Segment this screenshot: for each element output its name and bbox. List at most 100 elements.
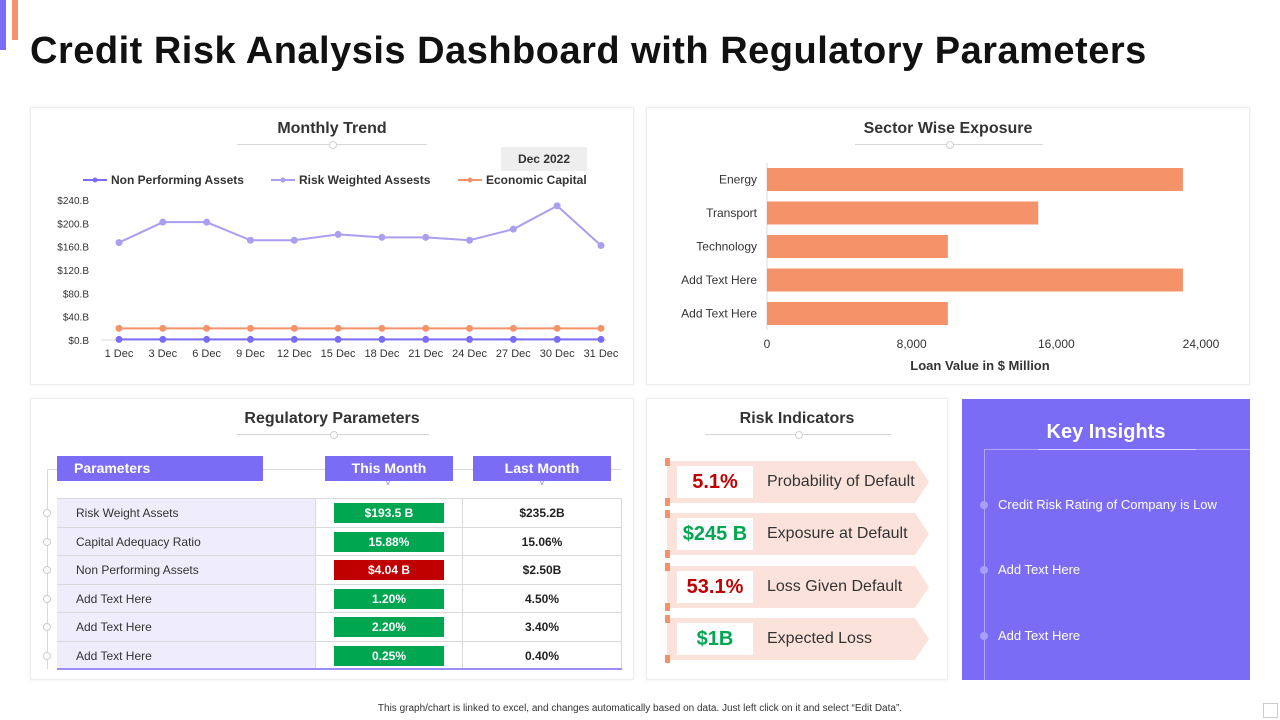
category-label: Transport: [706, 206, 758, 220]
data-point: [159, 218, 167, 226]
corner-box: [1263, 703, 1278, 718]
this-month-cell: 2.20%: [315, 613, 463, 641]
y-tick-label: $40.B: [63, 313, 89, 324]
x-tick-label: 16,000: [1038, 337, 1075, 351]
data-point: [466, 236, 474, 244]
legend-marker: [467, 177, 473, 183]
data-point: [246, 324, 254, 332]
row-marker-icon: [43, 594, 51, 603]
table-row: Add Text Here 2.20% 3.40%: [43, 612, 622, 641]
table-row: Add Text Here 1.20% 4.50%: [43, 583, 622, 613]
table-row: Add Text Here 0.25% 0.40%: [43, 640, 622, 670]
risk-label: Expected Loss: [767, 630, 872, 647]
data-point: [246, 236, 254, 244]
date-tag[interactable]: Dec 2022: [501, 147, 587, 171]
y-tick-label: $240.B: [57, 196, 89, 207]
data-point: [509, 324, 517, 332]
risk-value: $1B: [677, 623, 753, 655]
this-month-value: 1.20%: [334, 588, 444, 609]
accent-bar-orange: [12, 0, 18, 40]
row-marker-icon: [43, 537, 51, 546]
last-month-value: $2.50B: [463, 556, 622, 584]
data-point: [159, 324, 167, 332]
risk-value: $245 B: [677, 518, 753, 550]
this-month-cell: 15.88%: [315, 527, 463, 556]
y-tick-label: $120.B: [57, 266, 89, 277]
accent-notch: [665, 615, 670, 623]
legend-marker: [280, 177, 286, 183]
accent-notch: [665, 563, 670, 571]
key-insights-panel: Key Insights Credit Risk Rating of Compa…: [962, 399, 1250, 680]
risk-indicator-item: 5.1% Probability of Default: [665, 458, 929, 506]
bar: [767, 168, 1183, 191]
row-marker-icon: [43, 509, 51, 517]
table-row: Non Performing Assets $4.04 B $2.50B: [43, 555, 622, 584]
page-title: Credit Risk Analysis Dashboard with Regu…: [30, 30, 1147, 72]
parameter-name: Non Performing Assets: [57, 556, 315, 584]
header-parameters: Parameters: [57, 456, 263, 481]
monthly-trend-title: Monthly Trend: [277, 120, 387, 137]
last-month-value: 4.50%: [463, 584, 622, 613]
bullet-dot-icon: [980, 501, 988, 509]
risk-indicator-item: 53.1% Loss Given Default: [665, 563, 929, 611]
bar: [767, 302, 948, 325]
insight-item: Add Text Here: [998, 628, 1081, 643]
bullet-dot-icon: [980, 566, 988, 574]
row-marker-icon: [43, 651, 51, 660]
this-month-value: $4.04 B: [334, 560, 444, 581]
accent-notch: [665, 550, 670, 558]
parameter-name: Risk Weight Assets: [57, 499, 315, 527]
row-marker-icon: [43, 566, 51, 575]
key-insights-title: Key Insights: [1046, 421, 1166, 443]
data-point: [290, 236, 298, 244]
header-this-month: This Month: [325, 456, 453, 481]
parameter-name: Capital Adequacy Ratio: [57, 527, 315, 556]
data-point: [115, 239, 123, 247]
insight-item: Credit Risk Rating of Company is Low: [998, 497, 1217, 512]
this-month-cell: 1.20%: [315, 584, 463, 613]
accent-notch: [665, 603, 670, 611]
accent-notch: [665, 498, 670, 506]
regulatory-table: Risk Weight Assets $193.5 B $235.2B Capital…: [43, 498, 622, 670]
data-point: [115, 324, 123, 332]
accent-bar-purple: [0, 0, 6, 50]
header-chevron-icon: ˅: [539, 479, 545, 488]
data-point: [334, 230, 342, 238]
monthly-trend-chart[interactable]: $0.B $40.B $80.B $120.B $160.B $200.B $240.B 1 …: [31, 108, 635, 386]
category-label: Add Text Here: [681, 307, 757, 321]
category-label: Technology: [696, 240, 757, 254]
y-tick-label: $0.B: [68, 336, 89, 347]
this-month-cell: $4.04 B: [315, 556, 463, 584]
data-point: [466, 324, 474, 332]
risk-indicators-panel: Risk Indicators 5.1% Probability of Defau…: [646, 398, 948, 680]
parameter-name: Add Text Here: [57, 641, 315, 668]
footnote: This graph/chart is linked to excel, and…: [377, 703, 903, 714]
risk-indicator-item: $245 B Exposure at Default: [665, 510, 929, 558]
x-tick-label: 9 Dec: [236, 348, 265, 360]
regulatory-parameters-panel: Regulatory Parameters Parameters This Mo…: [30, 398, 634, 680]
title-divider: [237, 431, 429, 439]
accent-notch: [665, 458, 670, 466]
data-point: [378, 335, 386, 343]
x-tick-label: 24 Dec: [452, 348, 487, 360]
risk-label: Loss Given Default: [767, 578, 903, 595]
header-chevron-icon: ˅: [385, 479, 391, 488]
parameter-name: Add Text Here: [57, 613, 315, 641]
data-point: [159, 335, 167, 343]
x-tick-label: 3 Dec: [148, 348, 177, 360]
sector-exposure-chart[interactable]: Energy Transport Technology Add Text Here Ad…: [647, 108, 1251, 386]
y-tick-label: $80.B: [63, 289, 89, 300]
data-point: [597, 324, 605, 332]
data-point: [466, 335, 474, 343]
series-line: [118, 204, 602, 247]
x-tick-label: 1 Dec: [105, 348, 134, 360]
bullet-dot-icon: [980, 632, 988, 640]
risk-indicators-title: Risk Indicators: [739, 410, 855, 427]
bar: [767, 235, 948, 258]
risk-value: 5.1%: [677, 466, 753, 498]
data-point: [378, 233, 386, 241]
bar: [767, 201, 1039, 225]
accent-notch: [665, 510, 670, 518]
risk-value: 53.1%: [677, 571, 753, 603]
x-tick-label: 24,000: [1183, 337, 1220, 351]
